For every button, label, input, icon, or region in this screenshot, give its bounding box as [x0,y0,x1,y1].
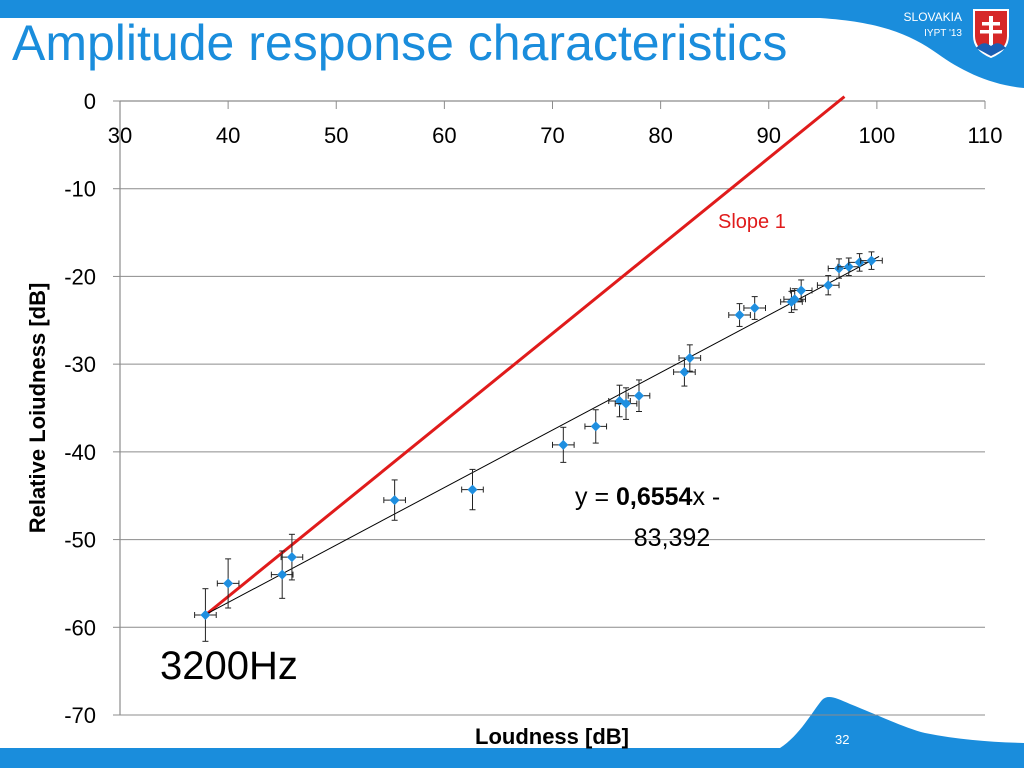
data-point [614,387,638,420]
y-tick-label: -20 [64,264,96,289]
frequency-annotation: 3200Hz [160,644,298,688]
point-marker [621,398,632,409]
point-marker [843,261,854,272]
slide-title: Amplitude response characteristics [12,15,788,71]
point-marker [467,484,478,495]
axes [113,100,986,716]
x-tick-label: 80 [648,123,672,148]
equation-coefficient: 0,6554 [616,483,693,511]
data-point [728,303,751,327]
y-tick-label: -50 [64,528,96,553]
event-label: IYPT '13 [924,28,962,39]
data-point [552,426,575,463]
data-point [270,550,294,599]
footer-band [0,697,1024,768]
y-tick-label: -30 [64,352,96,377]
data-point [837,257,861,277]
equation-suffix: x - [692,483,720,511]
country-label: SLOVAKIA [903,10,962,24]
trendline-equation-intercept: 83,392 [634,524,710,552]
data-point [743,296,767,320]
x-axis-label: Loudness [dB] [475,724,629,749]
point-marker [834,263,845,274]
x-tick-label: 70 [540,123,564,148]
slope-line [204,95,846,617]
data-point [816,275,840,296]
data-point [194,588,217,642]
header-band [0,0,1024,88]
slope-line-label: Slope 1 [718,211,786,233]
point-marker [590,421,601,432]
trendline-equation: y = 0,6554x - [575,483,720,511]
data-point [678,344,702,372]
point-marker [734,310,745,321]
y-tick-labels: 0 -10 -20 -30 -40 -50 -60 -70 [64,89,96,728]
data-point [783,288,807,311]
data-point [848,253,871,272]
point-marker [854,257,865,268]
point-marker [223,578,234,589]
x-tick-labels: 30 40 50 60 70 80 90 100 110 [108,123,1003,148]
point-marker [389,495,400,506]
point-marker [684,353,695,364]
x-tick-label: 60 [432,123,456,148]
point-marker [558,439,569,450]
x-tick-label: 30 [108,123,132,148]
point-marker [634,390,644,401]
x-tick-label: 110 [967,123,1002,148]
point-marker [749,303,760,314]
y-tick-label: -60 [64,615,96,640]
y-tick-label: -70 [64,703,96,728]
slide-number: 32 [835,732,850,747]
point-marker [679,367,690,378]
gridlines [120,188,985,716]
point-marker [200,610,211,621]
point-marker [866,255,877,266]
data-point [827,258,851,279]
data-point [216,558,240,609]
slovak-crest-icon [973,9,1009,58]
x-tick-label: 40 [216,123,240,148]
trendline [205,255,880,616]
data-point [461,468,484,511]
equation-prefix: y = [575,483,616,511]
point-marker [796,285,807,296]
lines [204,95,880,617]
point-marker [789,294,800,305]
point-marker [823,280,834,291]
data-point [584,409,608,444]
point-marker [277,569,288,580]
data-points [194,251,883,642]
y-tick-label: -40 [64,440,96,465]
data-point [860,251,883,270]
x-tick-label: 50 [324,123,348,148]
x-tick-label: 90 [757,123,781,148]
point-marker [286,552,297,563]
data-point [383,479,406,521]
data-point [789,279,813,302]
data-point [627,379,651,413]
y-axis-label: Relative Loiudness [dB] [25,283,50,534]
y-tick-label: -10 [64,177,96,202]
data-point [673,357,696,387]
data-point [280,533,304,581]
y-tick-label: 0 [84,89,96,114]
x-tick-label: 100 [859,123,896,148]
